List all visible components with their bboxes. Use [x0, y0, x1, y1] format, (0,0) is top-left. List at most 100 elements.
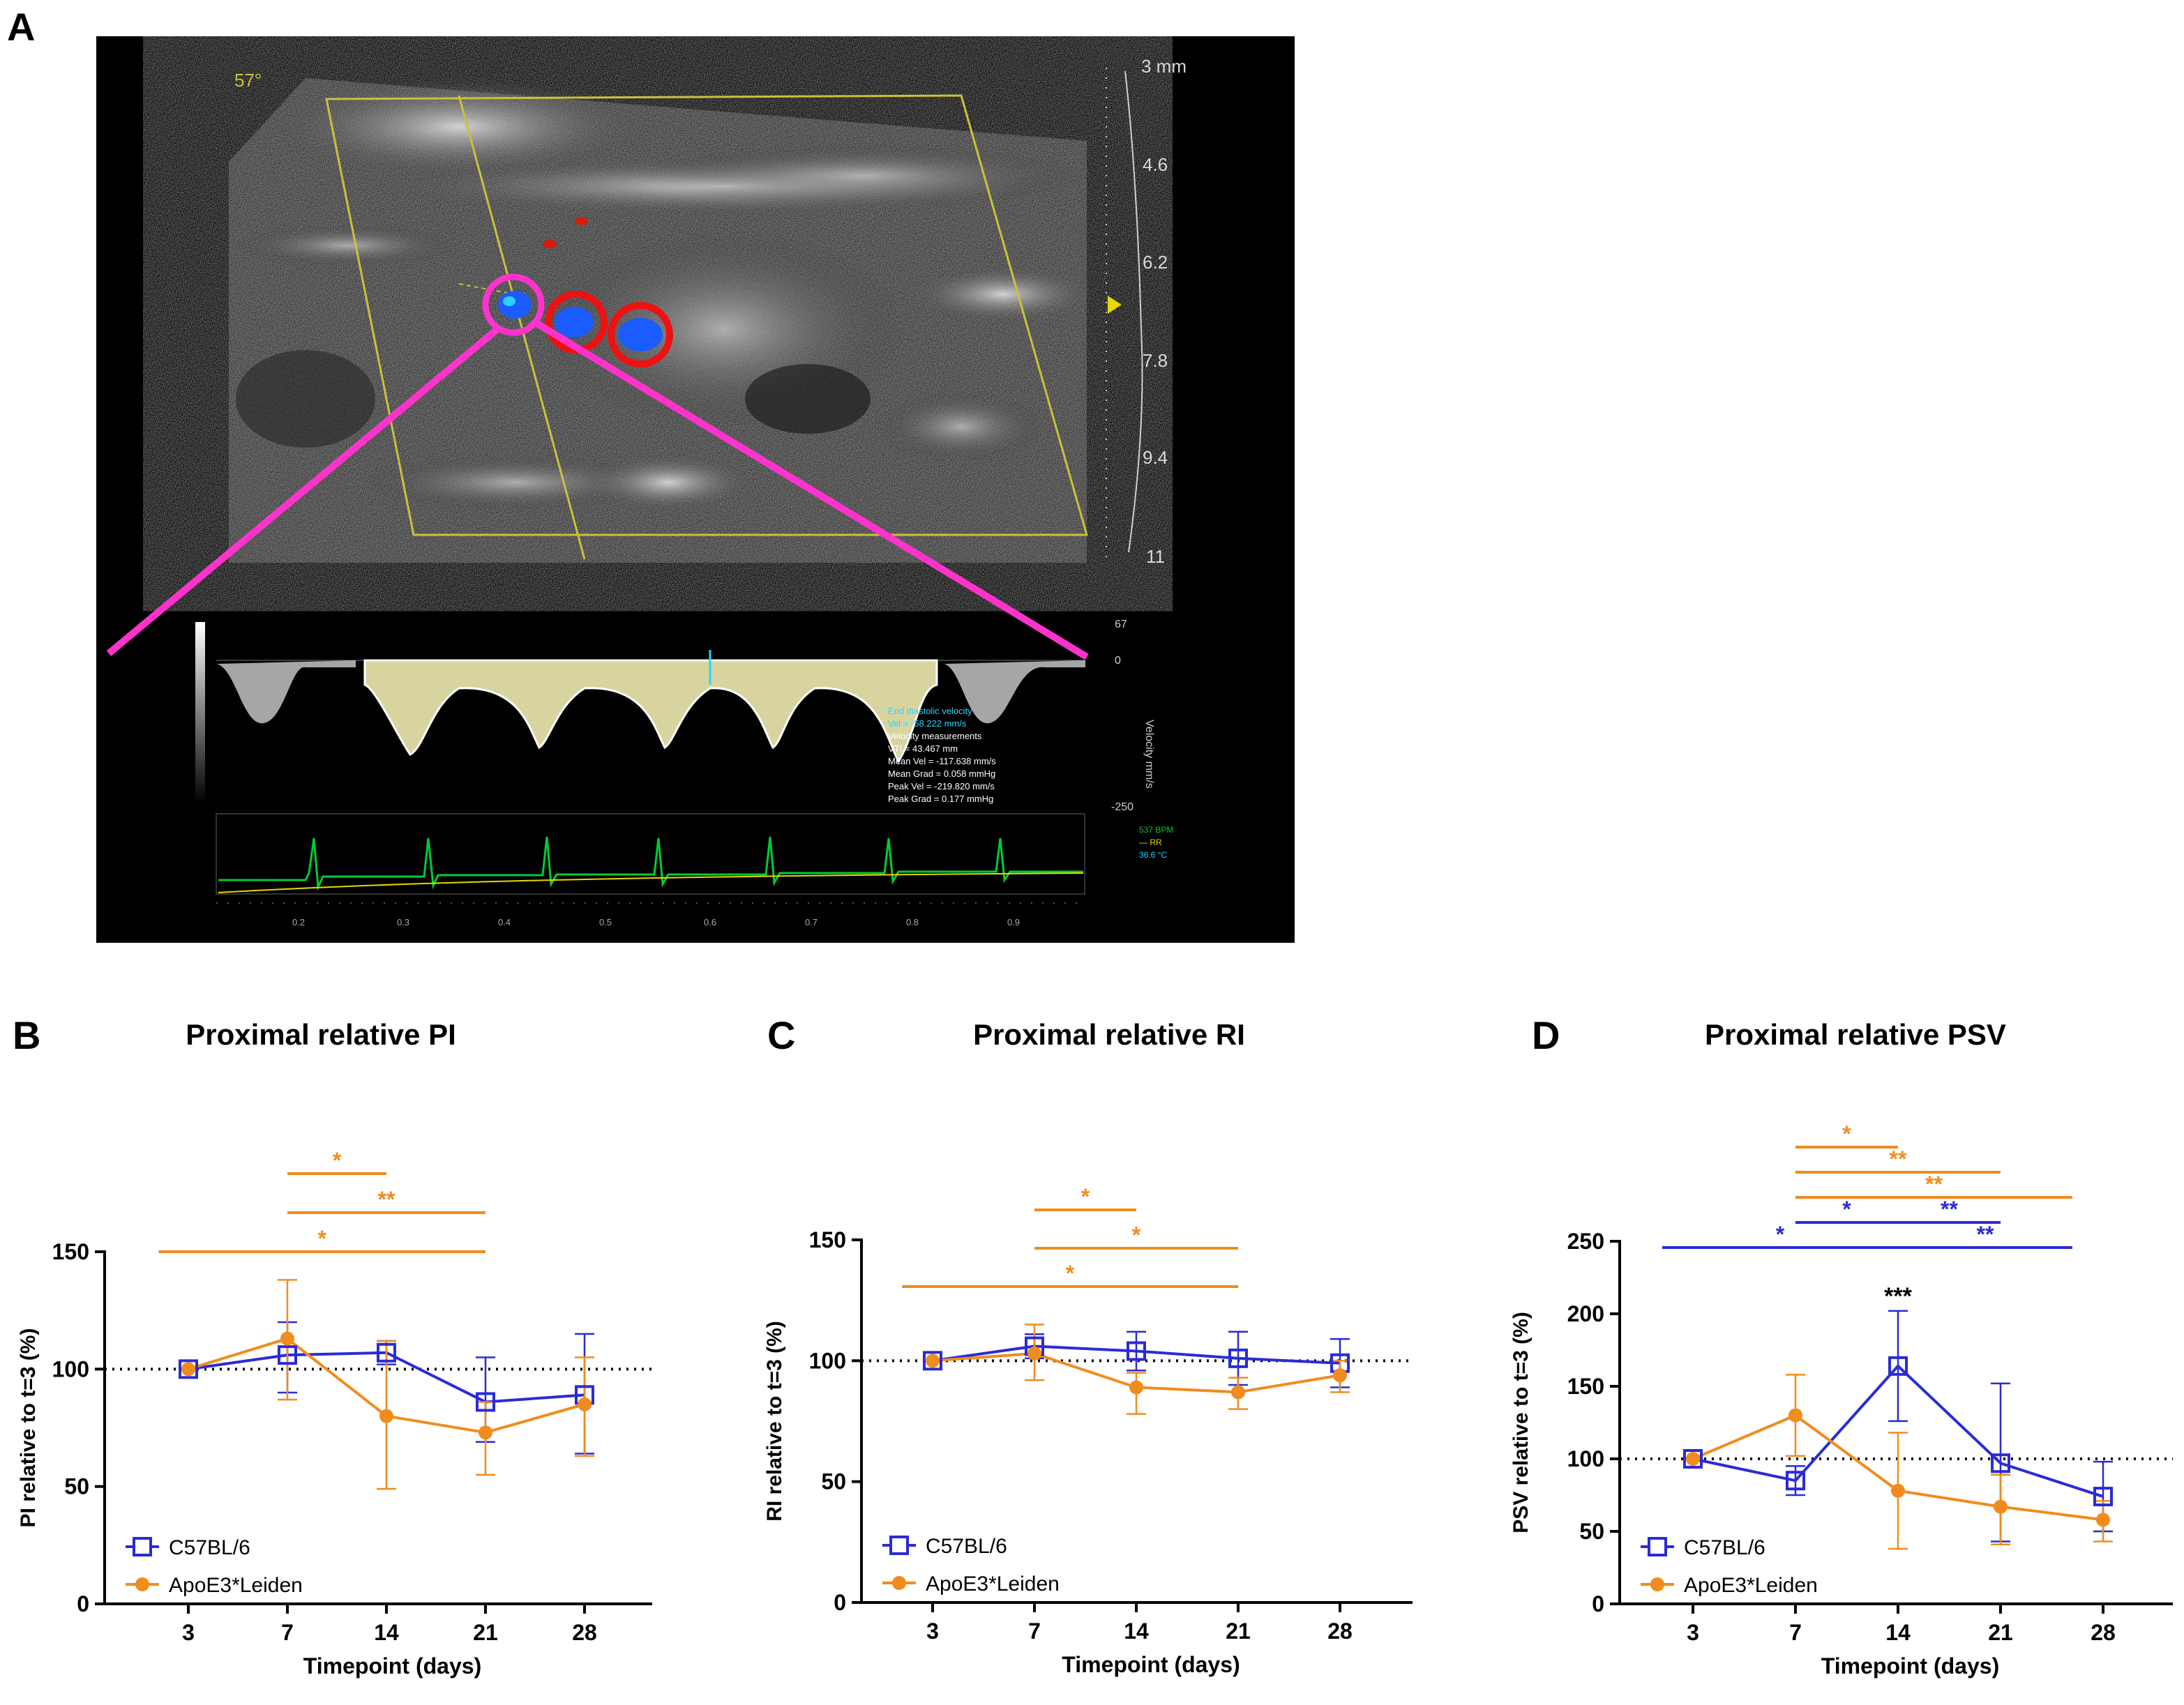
- data-point-square: [2093, 1487, 2113, 1507]
- depth-label: 11: [1146, 546, 1165, 567]
- ecg-legend: 36.6 °C: [1139, 850, 1167, 860]
- y-tick-label: 150: [1567, 1374, 1604, 1399]
- significance-label: *: [1066, 1261, 1075, 1286]
- x-tick-label: 3: [1687, 1620, 1699, 1645]
- measurement-line: VTI = 43.467 mm: [888, 743, 958, 754]
- data-point-circle: [926, 1354, 940, 1368]
- measurement-line: Peak Grad = 0.177 mmHg: [888, 794, 993, 804]
- time-tick: 0.4: [498, 917, 511, 927]
- panel-label-b: B: [13, 1013, 41, 1057]
- legend-marker: [1648, 1537, 1667, 1556]
- depth-label: 9.4: [1143, 447, 1168, 468]
- chart-ri: Proximal relative RI 0 50 100 150 3 7 14 21 28 Tim…: [746, 1004, 1444, 1702]
- legend-label: ApoE3*Leiden: [926, 1573, 1060, 1596]
- y-tick-label: 150: [809, 1227, 846, 1252]
- time-tick: 0.8: [906, 917, 919, 927]
- y-tick-label: 0: [1592, 1591, 1604, 1616]
- x-axis-label: Timepoint (days): [1821, 1653, 1999, 1679]
- legend-label: ApoE3*Leiden: [169, 1574, 303, 1597]
- point-significance-label: ***: [1884, 1283, 1912, 1310]
- y-axis-label: PI relative to t=3 (%): [17, 1328, 40, 1528]
- significance-label: *: [1842, 1121, 1851, 1146]
- legend-label: C57BL/6: [926, 1535, 1007, 1558]
- velocity-axis-label: Velocity mm/s: [1143, 720, 1155, 789]
- panel-label-d: D: [1532, 1013, 1560, 1057]
- legend-label: C57BL/6: [169, 1536, 250, 1559]
- measurement-line: Velocity measurements: [888, 731, 982, 741]
- chart-pi-svg: Proximal relative PI 0 50 100 150 3 7 14 21 28 Tim…: [17, 1018, 652, 1679]
- zoom-line-left: [106, 326, 500, 656]
- depth-label: 3 mm: [1141, 56, 1187, 77]
- legend-label: C57BL/6: [1684, 1536, 1765, 1559]
- significance-label: *: [1776, 1222, 1785, 1247]
- bmode-image: [229, 78, 1094, 563]
- significance-label: *: [1081, 1184, 1090, 1209]
- significance-label: *: [1132, 1222, 1141, 1248]
- y-tick-label: 50: [64, 1474, 89, 1499]
- depth-scale: 3 mm 4.6 6.2 7.8 9.4 11: [1106, 56, 1187, 567]
- y-tick-label: 0: [77, 1591, 89, 1616]
- panel-label-a: A: [7, 5, 36, 49]
- velocity-top: 67: [1115, 619, 1127, 630]
- panel-label-c: C: [767, 1013, 796, 1057]
- velocity-bottom: -250: [1111, 801, 1134, 813]
- doppler-spectrum: [216, 650, 1085, 764]
- legend-marker: [1650, 1577, 1664, 1591]
- chart-psv-svg: Proximal relative PSV 0 50 100 150 200 250 3 7 14…: [1509, 1018, 2173, 1679]
- legend-marker: [889, 1536, 909, 1555]
- selected-vessel-circle: [482, 273, 545, 336]
- ultrasound-panel: 57° 3 mm 4.6 6.2 7: [96, 36, 1295, 943]
- x-tick-label: 21: [473, 1620, 498, 1645]
- measurement-title: End diastolic velocity: [888, 706, 972, 716]
- data-point-circle: [1891, 1483, 1905, 1498]
- data-point-circle: [1788, 1408, 1802, 1423]
- color-box-frame: [325, 94, 1088, 560]
- data-point-circle: [578, 1397, 592, 1411]
- legend-marker: [135, 1577, 149, 1591]
- data-point-circle: [1686, 1452, 1700, 1466]
- significance-label: **: [1925, 1172, 1943, 1197]
- depth-label: 4.6: [1143, 154, 1168, 175]
- significance-label: *: [317, 1226, 326, 1251]
- velocity-zero: 0: [1115, 655, 1121, 667]
- y-tick-label: 100: [1567, 1446, 1604, 1471]
- legend-marker: [892, 1576, 906, 1590]
- x-tick-label: 3: [926, 1619, 939, 1644]
- data-point-square: [179, 1359, 198, 1379]
- time-tick: 0.3: [397, 917, 409, 927]
- x-tick-label: 14: [1124, 1619, 1149, 1644]
- vessel-doppler-blue: [498, 291, 532, 319]
- ecg-strip: [216, 813, 1085, 895]
- significance-label: **: [378, 1187, 396, 1212]
- ecg-trace: [218, 836, 1083, 891]
- x-tick-label: 3: [182, 1620, 195, 1645]
- measurement-box: End diastolic velocity Vel = -58.222 mm/…: [888, 706, 996, 804]
- significance-label: **: [1941, 1197, 1958, 1222]
- y-axis-label: PSV relative to t=3 (%): [1509, 1312, 1532, 1533]
- legend-label: ApoE3*Leiden: [1684, 1574, 1818, 1597]
- data-point-circle: [1231, 1385, 1245, 1400]
- ultrasound-svg: 57° 3 mm 4.6 6.2 7: [106, 56, 1187, 927]
- data-point-circle: [479, 1425, 492, 1440]
- data-point-circle: [1994, 1499, 2008, 1514]
- chart-ri-svg: Proximal relative RI 0 50 100 150 3 7 14 21 28 Tim…: [763, 1018, 1413, 1677]
- legend-marker: [133, 1537, 152, 1556]
- time-tick: 0.7: [805, 917, 818, 927]
- ecg-legend: 537 BPM: [1139, 825, 1173, 835]
- data-point-square: [278, 1345, 297, 1365]
- chart-pi: Proximal relative PI 0 50 100 150 3 7 14 21 28 Tim…: [0, 1004, 698, 1702]
- measurement-line: Mean Vel = -117.638 mm/s: [888, 756, 996, 766]
- time-tick: 0.9: [1007, 917, 1020, 927]
- data-point-square: [1228, 1348, 1248, 1368]
- data-point-circle: [1129, 1380, 1143, 1395]
- chart-title: Proximal relative RI: [973, 1018, 1245, 1051]
- chart-psv: Proximal relative PSV 0 50 100 150 200 250 3 7 14…: [1493, 1004, 2184, 1702]
- data-point-circle: [181, 1362, 195, 1377]
- x-tick-label: 7: [281, 1620, 294, 1645]
- data-point-circle: [280, 1331, 294, 1346]
- y-tick-label: 100: [52, 1356, 89, 1381]
- x-axis-label: Timepoint (days): [1062, 1652, 1240, 1677]
- data-point-circle: [1027, 1346, 1041, 1361]
- significance-label: **: [1890, 1146, 1907, 1172]
